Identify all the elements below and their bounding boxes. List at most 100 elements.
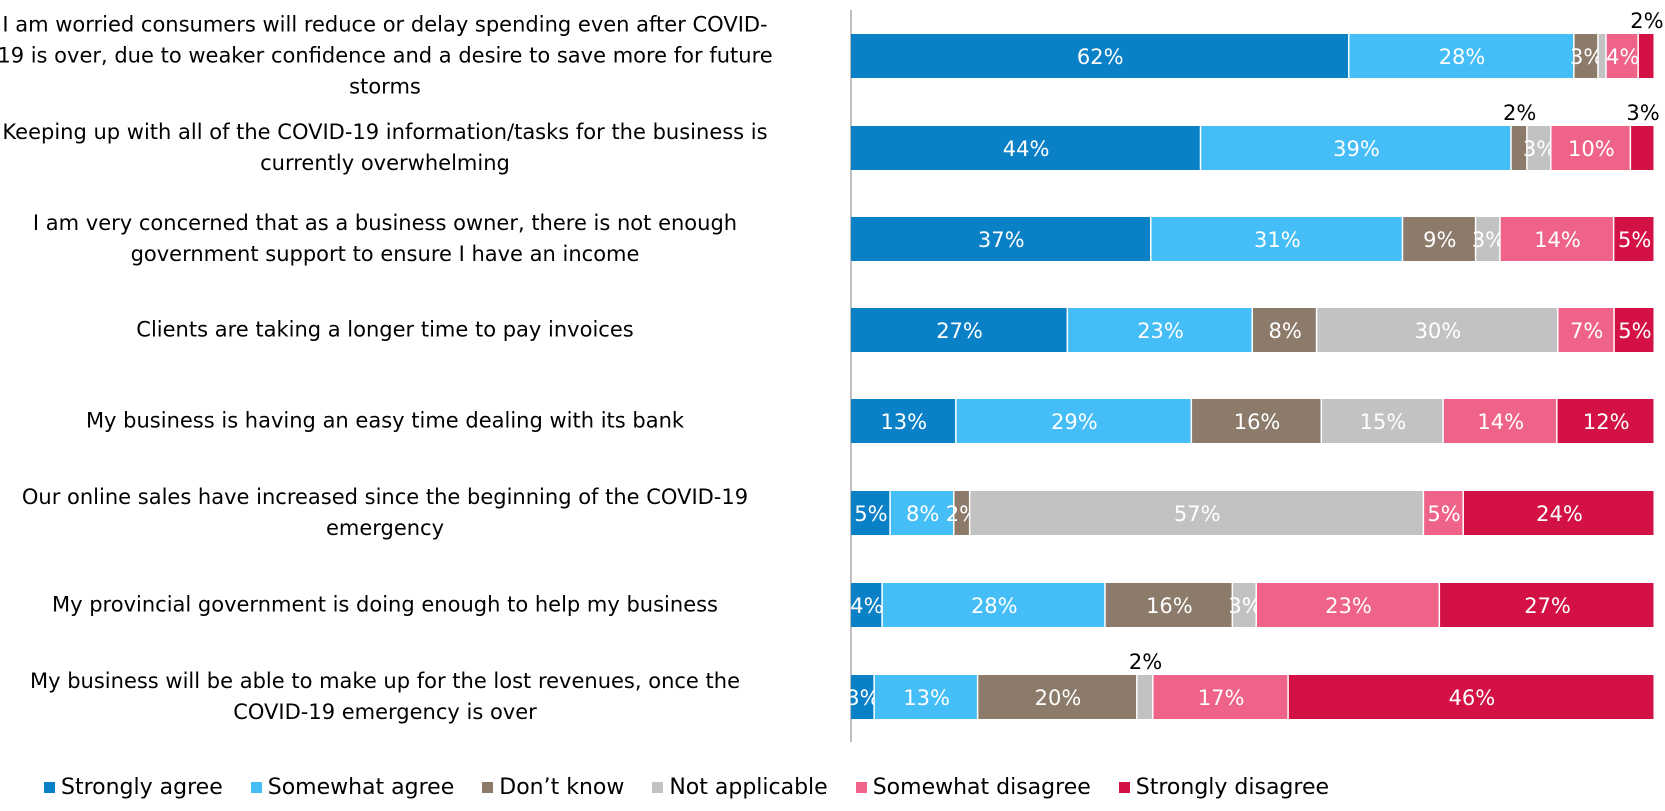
bar-segment <box>1614 217 1654 261</box>
bar-segment <box>1443 399 1557 443</box>
legend-swatch <box>1118 782 1130 793</box>
bar-segment <box>1463 491 1654 535</box>
data-label: 12% <box>1583 410 1630 434</box>
data-label: 57% <box>1174 502 1221 526</box>
data-label: 14% <box>1477 410 1524 434</box>
bar-segment <box>1288 675 1654 719</box>
legend-item: Somewhat agree <box>250 775 455 800</box>
data-label: 17% <box>1198 686 1245 710</box>
bar-segment <box>851 126 1200 170</box>
data-label: 20% <box>1035 686 1082 710</box>
bar-segment <box>890 491 953 535</box>
legend-swatch <box>652 782 664 793</box>
data-label: 5% <box>854 502 887 526</box>
legend-label: Not applicable <box>669 775 828 800</box>
data-label: 27% <box>936 319 983 343</box>
legend-label: Don’t know <box>499 775 625 800</box>
data-label: 3% <box>846 686 879 710</box>
bar-segment <box>851 583 882 627</box>
bar-segment <box>1233 583 1256 627</box>
data-label: 16% <box>1146 594 1193 618</box>
data-label: 10% <box>1568 137 1615 161</box>
data-label: 3% <box>1626 101 1659 125</box>
bar-segment <box>1137 675 1152 719</box>
bar-segment <box>1557 399 1654 443</box>
bar-segment <box>1192 399 1321 443</box>
bar-segment <box>1105 583 1232 627</box>
bar-segment <box>851 675 874 719</box>
data-label: 15% <box>1360 410 1407 434</box>
data-label: 46% <box>1449 686 1496 710</box>
bar-segment <box>851 34 1348 78</box>
category-label: My business will be able to make up for … <box>30 669 740 724</box>
data-label: 3% <box>1523 137 1556 161</box>
bar-segment <box>1201 126 1511 170</box>
bar-segment <box>1606 34 1638 78</box>
data-label: 5% <box>1618 319 1651 343</box>
data-label: 3% <box>1228 594 1261 618</box>
data-label: 14% <box>1534 228 1581 252</box>
category-label: I am very concerned that as a business o… <box>32 211 738 266</box>
legend-label: Somewhat agree <box>267 775 455 800</box>
data-label: 5% <box>1618 228 1651 252</box>
category-label: My business is having an easy time deali… <box>85 408 685 433</box>
data-label: 44% <box>1003 137 1050 161</box>
legend-item: Don’t know <box>482 775 624 800</box>
data-label: 29% <box>1051 410 1098 434</box>
bar-segment <box>954 491 969 535</box>
bar-segment <box>1631 126 1654 170</box>
legend-swatch <box>855 782 867 793</box>
bar-segment <box>1403 217 1475 261</box>
data-label: 3% <box>1472 228 1505 252</box>
bar-segment <box>874 675 977 719</box>
data-label: 8% <box>906 502 939 526</box>
legend-item: Somewhat disagree <box>855 775 1091 800</box>
bar-segment <box>1349 34 1574 78</box>
data-label: 28% <box>971 594 1018 618</box>
legend-item: Strongly disagree <box>1118 775 1330 800</box>
bar-segment <box>1476 217 1500 261</box>
data-label: 37% <box>978 228 1025 252</box>
bar-segment <box>956 399 1191 443</box>
legend-label: Strongly disagree <box>1135 775 1330 800</box>
bar-segment <box>1551 126 1630 170</box>
category-label: Our online sales have increased since th… <box>21 485 749 540</box>
data-label: 39% <box>1333 137 1380 161</box>
bar-segment <box>1558 308 1614 352</box>
data-label: 2% <box>1503 101 1536 125</box>
bar-segment <box>1068 308 1252 352</box>
data-label: 31% <box>1254 228 1301 252</box>
category-label: Keeping up with all of the COVID-19 info… <box>2 120 768 175</box>
data-label: 7% <box>1570 319 1603 343</box>
bar-segment <box>978 675 1137 719</box>
legend-label: Somewhat disagree <box>872 775 1091 800</box>
data-label: 13% <box>903 686 950 710</box>
bar-segment <box>970 491 1423 535</box>
data-label: 2% <box>1630 9 1663 33</box>
data-label: 23% <box>1137 319 1184 343</box>
data-label: 4% <box>1606 45 1639 69</box>
bar-segment <box>1598 34 1606 78</box>
data-label: 4% <box>850 594 883 618</box>
bar-segment <box>851 217 1150 261</box>
data-label: 23% <box>1325 594 1372 618</box>
legend-swatch <box>250 782 262 793</box>
data-label: 28% <box>1439 45 1486 69</box>
bar-segment <box>1511 126 1527 170</box>
legend-item: Not applicable <box>652 775 828 800</box>
data-label: 8% <box>1268 319 1301 343</box>
bar-segment <box>1424 491 1463 535</box>
bar-segment <box>1153 675 1288 719</box>
bar-segment <box>1500 217 1613 261</box>
data-label: 2% <box>1129 650 1162 674</box>
bar-segment <box>1574 34 1598 78</box>
data-label: 27% <box>1524 594 1571 618</box>
data-label: 24% <box>1536 502 1583 526</box>
legend-swatch <box>482 782 494 793</box>
bar-segment <box>1614 308 1654 352</box>
legend-swatch <box>44 782 55 793</box>
data-label: 16% <box>1234 410 1281 434</box>
bar-segment <box>882 583 1105 627</box>
category-label: My provincial government is doing enough… <box>52 592 718 617</box>
